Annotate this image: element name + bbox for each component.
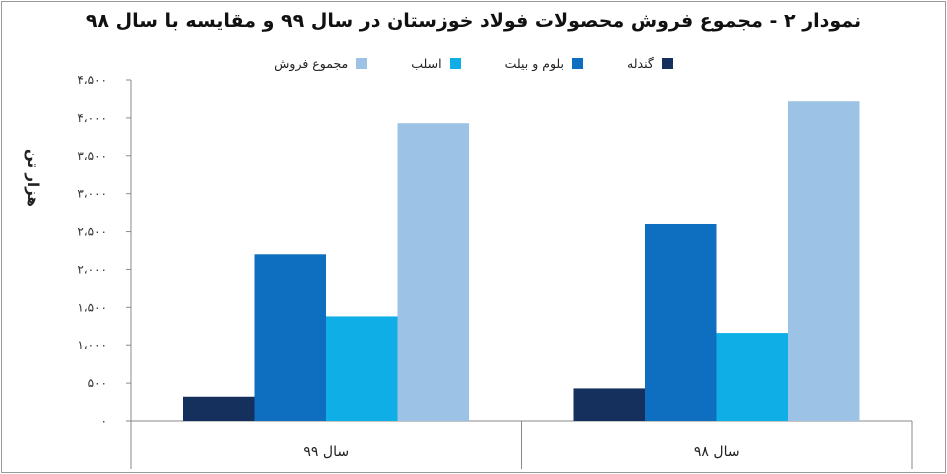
y-tick-label: ۲،۰۰۰ <box>77 262 107 276</box>
legend-item-total-sales: مجموع فروش <box>274 56 368 71</box>
chart-title: نمودار ۲ - مجموع فروش محصولات فولاد خوزس… <box>85 10 862 32</box>
bar-bloom-billet <box>254 254 326 421</box>
bar-pellet <box>573 388 645 421</box>
legend-swatch-bloom-billet <box>572 58 584 69</box>
legend: گندله بلوم و بیلت اسلب مجموع فروش <box>0 56 947 71</box>
y-tick-label: ۴،۵۰۰ <box>77 73 107 87</box>
y-tick-label: ۵۰۰ <box>88 376 107 390</box>
legend-item-slab: اسلب <box>411 56 461 71</box>
legend-swatch-pellet <box>661 58 673 69</box>
y-tick-label: ۱،۰۰۰ <box>77 338 107 352</box>
y-tick-label: ۱،۵۰۰ <box>77 300 107 314</box>
y-tick-label: ۳،۰۰۰ <box>77 187 107 201</box>
y-tick-label: ۲،۵۰۰ <box>77 225 107 239</box>
bar-bloom-billet <box>645 223 717 421</box>
bar-pellet <box>183 396 255 421</box>
bar-total-sales <box>788 101 860 422</box>
legend-swatch-total-sales <box>356 58 368 69</box>
y-tick-label: ۰ <box>101 414 107 428</box>
legend-item-bloom-billet: بلوم و بیلت <box>504 56 584 71</box>
bar-slab <box>716 333 788 421</box>
y-tick-label: ۳،۵۰۰ <box>77 149 107 163</box>
bar-total-sales <box>397 123 469 422</box>
x-category-label: سال ۹۸ <box>694 444 740 460</box>
legend-item-pellet: گندله <box>627 56 673 71</box>
y-tick-label: ۴،۰۰۰ <box>77 111 107 125</box>
y-axis-label: هزار تن <box>24 149 42 207</box>
legend-label-slab: اسلب <box>411 56 442 71</box>
x-category-label: سال ۹۹ <box>303 444 349 460</box>
legend-label-bloom-billet: بلوم و بیلت <box>504 56 565 71</box>
legend-swatch-slab <box>449 58 461 69</box>
legend-label-pellet: گندله <box>627 56 654 71</box>
bar-slab <box>326 316 398 421</box>
legend-label-total-sales: مجموع فروش <box>274 56 349 71</box>
